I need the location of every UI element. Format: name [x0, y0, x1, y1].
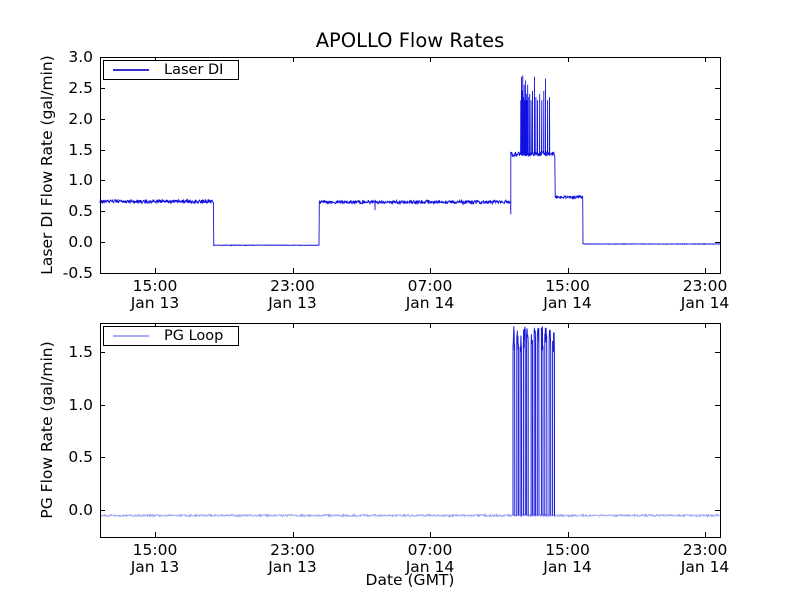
y-tick-label: 1.0 — [68, 395, 93, 414]
x-tick-label: 15:00 Jan 13 — [123, 542, 187, 576]
x-tick-time: 07:00 — [407, 541, 453, 559]
y-tick-label: 1.0 — [68, 171, 93, 190]
legend-laser-di: Laser DI — [103, 60, 239, 80]
x-tick-date: Jan 14 — [543, 558, 592, 576]
x-tick-date: Jan 14 — [405, 558, 455, 576]
axes-frame — [100, 323, 721, 538]
pg-loop-baseline — [99, 512, 720, 519]
x-tick-time: 15:00 — [545, 541, 590, 559]
x-axis-label: Date (GMT) — [365, 571, 455, 589]
x-tick-time: 23:00 — [270, 277, 315, 295]
x-tick-label: 07:00 Jan 14 — [398, 542, 462, 576]
laser-di-series — [99, 75, 721, 247]
y-tick-label: -0.5 — [62, 264, 93, 282]
y-axis-label-pg: PG Flow Rate (gal/min) — [38, 341, 56, 519]
x-tick-label: 23:00 Jan 14 — [673, 542, 737, 576]
x-tick-time: 15:00 — [132, 541, 178, 559]
legend-line-pg-loop — [113, 335, 149, 337]
x-tick-date: Jan 13 — [268, 294, 317, 312]
x-tick-time: 15:00 — [545, 277, 590, 295]
x-tick-date: Jan 13 — [130, 558, 180, 576]
y-tick-label: 0.0 — [68, 500, 93, 519]
y-tick-label: 0.0 — [68, 233, 93, 252]
y-tick-label: 0.5 — [68, 202, 93, 221]
x-tick-time: 23:00 — [682, 541, 728, 559]
x-tick-date: Jan 14 — [680, 294, 730, 312]
x-tick-label: 15:00 Jan 14 — [536, 542, 600, 576]
x-tick-time: 23:00 — [682, 277, 728, 295]
x-tick-date: Jan 14 — [543, 294, 592, 312]
legend-pg-loop: PG Loop — [103, 326, 239, 346]
y-tick-label: 3.0 — [68, 48, 93, 66]
x-tick-label: 07:00 Jan 14 — [398, 278, 462, 312]
x-tick-date: Jan 14 — [680, 558, 730, 576]
y-tick-label: 2.5 — [68, 78, 93, 97]
y-tick-label: 0.5 — [68, 448, 93, 467]
y-tick-label: 1.5 — [68, 140, 93, 159]
x-tick-time: 23:00 — [270, 541, 315, 559]
x-tick-label: 15:00 Jan 13 — [123, 278, 187, 312]
x-tick-label: 23:00 Jan 13 — [261, 542, 325, 576]
chart-title: APOLLO Flow Rates — [315, 29, 505, 52]
x-tick-label: 23:00 Jan 14 — [673, 278, 737, 312]
legend-label-pg-loop: PG Loop — [164, 327, 224, 344]
x-tick-label: 23:00 Jan 13 — [261, 278, 325, 312]
x-tick-time: 07:00 — [407, 277, 453, 295]
x-tick-label: 15:00 Jan 14 — [536, 278, 600, 312]
legend-line-laser-di — [113, 69, 149, 71]
pg-loop-pulses — [512, 326, 555, 516]
y-tick-label: 2.0 — [68, 109, 93, 128]
axes-frame — [100, 57, 721, 274]
x-tick-date: Jan 13 — [130, 294, 180, 312]
x-tick-date: Jan 13 — [268, 558, 317, 576]
y-tick-label: 1.5 — [68, 343, 93, 362]
x-tick-date: Jan 14 — [405, 294, 455, 312]
x-tick-time: 15:00 — [132, 277, 178, 295]
legend-label-laser-di: Laser DI — [164, 61, 224, 78]
